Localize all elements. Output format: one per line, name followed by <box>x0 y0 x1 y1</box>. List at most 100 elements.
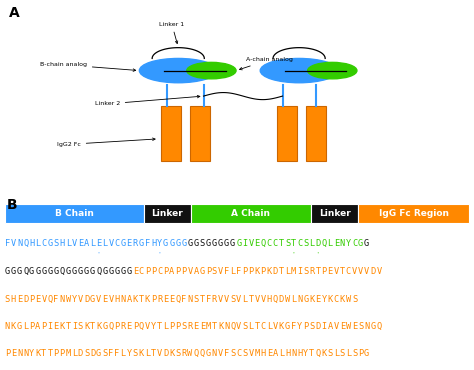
Bar <box>277 106 297 161</box>
Text: C: C <box>273 239 278 248</box>
Text: S: S <box>133 349 138 358</box>
Text: N: N <box>60 295 65 304</box>
Text: S: S <box>78 322 83 332</box>
Text: K: K <box>255 267 260 276</box>
Bar <box>161 106 181 161</box>
Text: Y: Y <box>127 349 132 358</box>
Text: R: R <box>188 322 193 332</box>
Text: IgG Fc Region: IgG Fc Region <box>379 209 448 218</box>
Text: A: A <box>127 295 132 304</box>
Text: S: S <box>242 349 247 358</box>
Text: Y: Y <box>346 239 351 248</box>
Text: E: E <box>127 322 132 332</box>
Text: T: T <box>139 295 144 304</box>
Text: W: W <box>285 295 290 304</box>
Text: V: V <box>78 295 83 304</box>
Text: G: G <box>96 349 101 358</box>
Text: C: C <box>236 349 241 358</box>
Text: K: K <box>279 322 284 332</box>
Text: E: E <box>11 349 16 358</box>
Text: L: L <box>310 239 315 248</box>
Text: N: N <box>5 322 10 332</box>
Text: T: T <box>41 349 46 358</box>
Text: T: T <box>310 349 315 358</box>
Text: P: P <box>60 349 65 358</box>
Text: G: G <box>182 239 187 248</box>
Text: P: P <box>175 267 181 276</box>
Text: E: E <box>200 322 205 332</box>
Text: N: N <box>291 349 296 358</box>
Text: A: A <box>193 267 199 276</box>
Text: G: G <box>206 349 211 358</box>
Text: F: F <box>114 349 119 358</box>
Text: I: I <box>321 322 327 332</box>
Text: G: G <box>120 267 126 276</box>
Text: Q: Q <box>60 267 65 276</box>
Text: A: A <box>9 6 19 20</box>
Text: E: E <box>54 322 59 332</box>
Text: L: L <box>145 349 150 358</box>
Text: G: G <box>169 239 174 248</box>
Text: Linker 2: Linker 2 <box>94 95 200 107</box>
Text: I: I <box>297 267 302 276</box>
Text: D: D <box>315 322 320 332</box>
Text: P: P <box>41 322 46 332</box>
Text: E: E <box>78 239 83 248</box>
Text: I: I <box>242 239 247 248</box>
Text: C: C <box>261 322 266 332</box>
Text: G: G <box>218 239 223 248</box>
Text: S: S <box>285 239 290 248</box>
Text: E: E <box>267 349 272 358</box>
Text: T: T <box>279 267 284 276</box>
Text: G: G <box>11 267 16 276</box>
Ellipse shape <box>187 63 236 79</box>
Text: N: N <box>340 239 345 248</box>
Text: Q: Q <box>193 349 199 358</box>
Text: G: G <box>224 239 229 248</box>
Text: V: V <box>157 349 162 358</box>
Text: E: E <box>96 239 101 248</box>
Text: G: G <box>17 267 22 276</box>
Text: A Chain: A Chain <box>231 209 271 218</box>
Text: N: N <box>188 295 193 304</box>
Text: T: T <box>212 322 217 332</box>
Text: G: G <box>364 349 369 358</box>
Text: V: V <box>236 295 241 304</box>
Text: P: P <box>175 322 181 332</box>
Text: P: P <box>133 322 138 332</box>
Text: P: P <box>145 267 150 276</box>
Text: C: C <box>297 239 302 248</box>
Text: V: V <box>11 239 16 248</box>
Text: S: S <box>5 295 10 304</box>
Text: Q: Q <box>376 322 382 332</box>
Text: Q: Q <box>108 322 114 332</box>
Text: Y: Y <box>297 322 302 332</box>
Text: G: G <box>212 239 217 248</box>
Text: Y: Y <box>321 295 327 304</box>
Text: E: E <box>334 239 339 248</box>
Text: P: P <box>358 349 363 358</box>
Text: G: G <box>90 295 95 304</box>
Text: H: H <box>285 349 290 358</box>
Text: Linker 1: Linker 1 <box>159 21 184 44</box>
Text: G: G <box>84 267 89 276</box>
Text: G: G <box>120 239 126 248</box>
Text: G: G <box>139 239 144 248</box>
Text: H: H <box>29 239 34 248</box>
Text: C: C <box>157 267 162 276</box>
Text: D: D <box>273 267 278 276</box>
Text: G: G <box>285 322 290 332</box>
Text: G: G <box>35 267 40 276</box>
Text: N: N <box>364 322 369 332</box>
Text: K: K <box>60 322 65 332</box>
Text: G: G <box>200 267 205 276</box>
Text: T: T <box>315 267 320 276</box>
Text: S: S <box>193 295 199 304</box>
Text: S: S <box>212 267 217 276</box>
Text: G: G <box>188 239 193 248</box>
Text: T: T <box>151 349 156 358</box>
Text: D: D <box>163 349 168 358</box>
Text: F: F <box>182 295 187 304</box>
Text: T: T <box>157 322 162 332</box>
Text: F: F <box>145 239 150 248</box>
